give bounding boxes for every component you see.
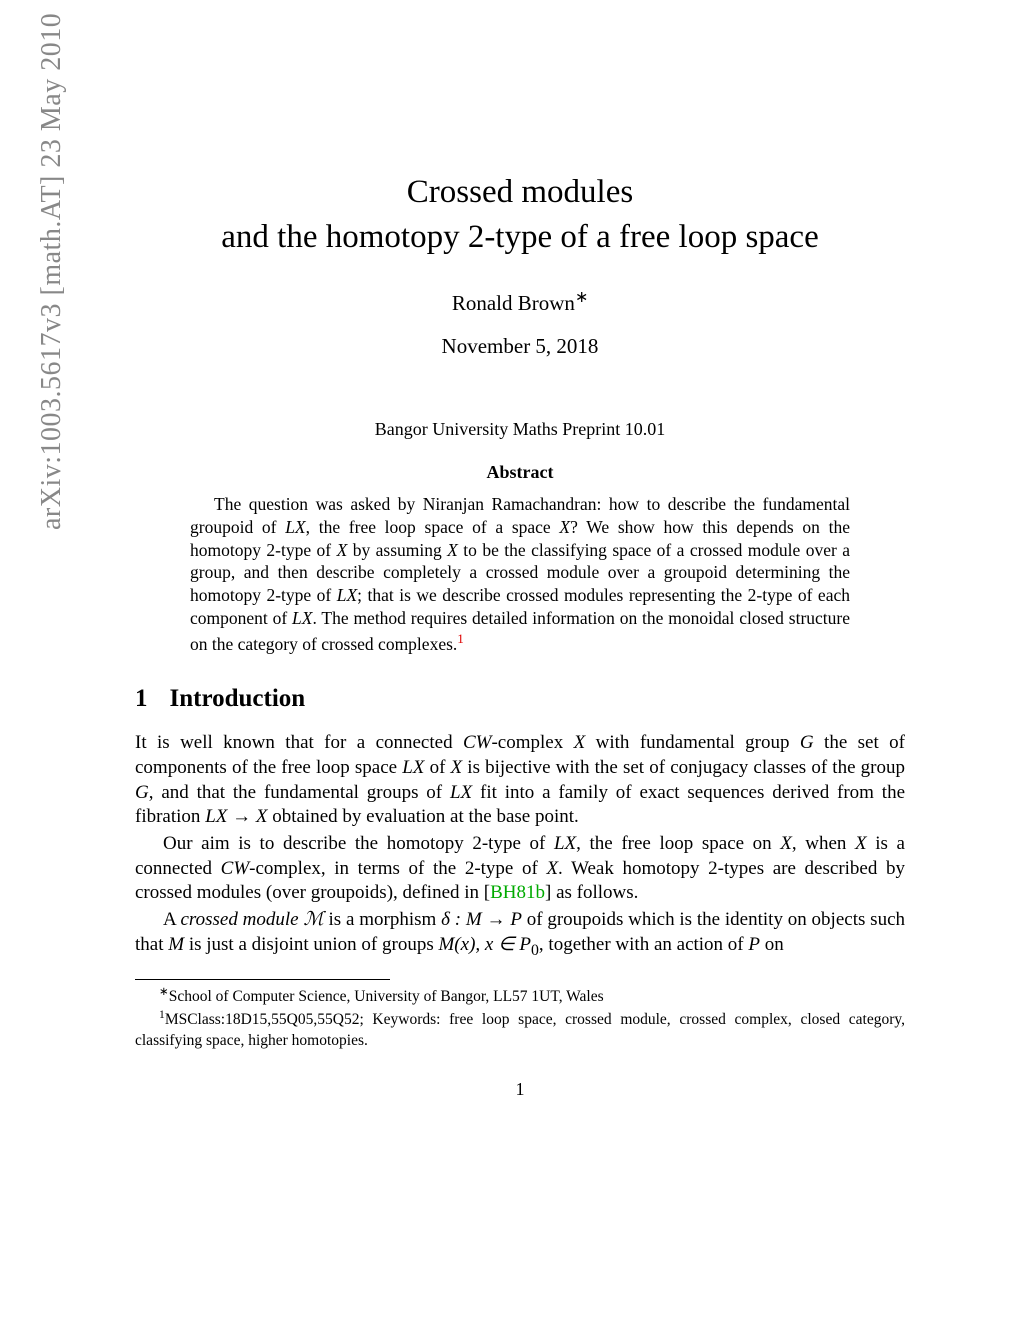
section-title: Introduction [170,685,306,712]
para-sym: M(x), x ∈ P [438,934,531,955]
abstract-sym: LX [292,608,312,628]
paper-title: Crossed modules and the homotopy 2-type … [135,170,905,259]
section-heading: 1 Introduction [135,685,905,713]
para-text: -complex [491,732,573,753]
para-text: is just a disjoint union of groups [184,934,438,955]
para-text: with fundamental group [585,732,800,753]
para-sym: LX [450,782,472,803]
para-sub: 0 [531,941,539,958]
author-line: Ronald Brown∗ [135,287,905,316]
section-number: 1 [135,685,148,713]
para-sym: G [135,782,149,803]
para-text: of [424,757,450,778]
para-text: , and that the fundamental groups of [149,782,450,803]
para-sym: CW [221,858,250,879]
para-sym: X [451,757,463,778]
abstract-sym: LX [285,517,305,537]
abstract-sym: LX [337,585,357,605]
para-sym: M [168,934,184,955]
para-text: A [163,909,180,930]
arxiv-stamp: arXiv:1003.5617v3 [math.AT] 23 May 2010 [36,13,68,530]
intro-para-3: A crossed module ℳ is a morphism δ : M →… [135,908,905,961]
para-sym: δ : M → P [441,909,522,930]
footnote-ref-1[interactable]: 1 [457,631,464,646]
footnote-text: MSClass:18D15,55Q05,55Q52; Keywords: fre… [135,1011,905,1048]
abstract-sym: X [337,540,348,560]
footnote-rule [135,979,390,980]
para-sym: LX [554,833,576,854]
abstract-text: , the free loop space of a space [306,517,560,537]
abstract-heading: Abstract [135,462,905,483]
abstract-sym: X [447,540,458,560]
para-text: on [760,934,784,955]
footnote-mark: ∗ [159,985,169,998]
abstract-text: by assuming [347,540,447,560]
citation-link[interactable]: BH81b [490,882,545,903]
para-text: is a morphism [324,909,441,930]
abstract-sym: X [559,517,570,537]
intro-para-2: Our aim is to describe the homotopy 2-ty… [135,832,905,906]
author-name: Ronald Brown [452,291,575,315]
para-sym: ℳ [303,909,323,930]
page-number: 1 [135,1079,905,1100]
title-line-1: Crossed modules [407,174,633,210]
para-sym: LX [402,757,424,778]
para-text: ] as follows. [545,882,638,903]
para-text: is bijective with the set of conjugacy c… [462,757,905,778]
para-sym: G [800,732,814,753]
abstract-body: The question was asked by Niranjan Ramac… [190,493,850,655]
para-sym: LX → X [205,806,267,827]
footnote-text: School of Computer Science, University o… [169,988,604,1005]
intro-para-1: It is well known that for a connected CW… [135,731,905,830]
para-sym: CW [463,732,492,753]
para-em: crossed module [180,909,298,930]
para-text: Our aim is to describe the homotopy 2-ty… [163,833,554,854]
footnote-msc: 1MSClass:18D15,55Q05,55Q52; Keywords: fr… [135,1007,905,1050]
para-text: , the free loop space on [576,833,780,854]
para-text: It is well known that for a connected [135,732,463,753]
para-text: , when [792,833,855,854]
para-sym: X [780,833,792,854]
author-affil-mark: ∗ [575,289,588,306]
para-sym: X [855,833,867,854]
para-text: -complex, in terms of the 2-type of [249,858,546,879]
title-line-2: and the homotopy 2-type of a free loop s… [221,219,818,255]
paper-date: November 5, 2018 [135,334,905,359]
para-text: , together with an action of [539,934,748,955]
para-text: obtained by evaluation at the base point… [267,806,578,827]
para-sym: X [574,732,586,753]
para-sym: P [748,934,760,955]
para-sym: X [546,858,558,879]
footnote-affil: ∗School of Computer Science, University … [135,984,905,1007]
preprint-line: Bangor University Maths Preprint 10.01 [135,419,905,440]
page-content: Crossed modules and the homotopy 2-type … [135,170,905,1100]
